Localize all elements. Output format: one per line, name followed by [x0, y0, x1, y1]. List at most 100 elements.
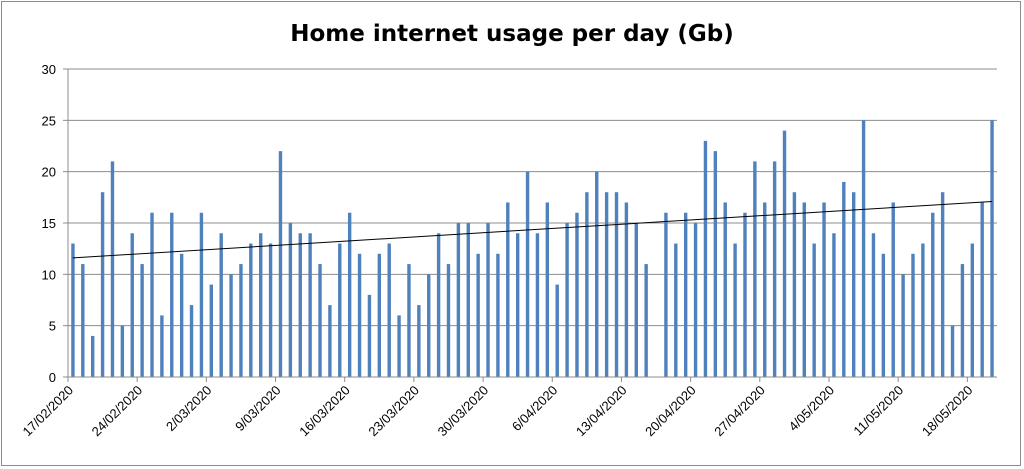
bar [110, 161, 115, 377]
bar [199, 212, 204, 377]
bar [150, 212, 154, 377]
y-tick-label: 30 [42, 62, 56, 77]
x-tick-label: 6/04/2020 [509, 383, 561, 435]
y-tick-label: 0 [49, 370, 56, 385]
bar [91, 335, 95, 377]
bar [585, 192, 589, 377]
x-tick-label: 23/03/2020 [365, 383, 422, 440]
bar [743, 212, 747, 377]
bar [832, 233, 836, 377]
bar [387, 243, 391, 377]
bar [772, 161, 777, 377]
bar [822, 202, 826, 377]
bar [308, 233, 312, 377]
bar [545, 202, 550, 377]
x-tick-label: 18/05/2020 [919, 383, 976, 440]
bar [486, 223, 490, 377]
bar [288, 223, 293, 377]
bar [456, 223, 461, 377]
x-tick-label: 2/03/2020 [163, 383, 215, 435]
y-tick-label: 25 [42, 113, 56, 128]
x-tick-label: 13/04/2020 [573, 383, 630, 440]
bar [170, 212, 174, 377]
bar [377, 253, 382, 377]
bar [911, 253, 915, 377]
x-tick-label: 4/05/2020 [786, 383, 838, 435]
bar [239, 264, 243, 377]
bar [436, 233, 441, 377]
bar [931, 212, 935, 377]
bar [407, 264, 411, 377]
bar [703, 140, 708, 377]
bar [120, 325, 125, 377]
bar [921, 243, 925, 377]
bar [249, 243, 253, 377]
bar [970, 243, 974, 377]
bar [812, 243, 816, 377]
bar [881, 253, 886, 377]
bar [189, 305, 194, 377]
x-axis: 17/02/2020 24/02/2020 2/03/2020 9/03/2020 16… [19, 376, 997, 440]
x-tick-label: 16/03/2020 [296, 383, 353, 440]
bar [595, 171, 599, 377]
bar [644, 264, 648, 377]
bar [160, 315, 164, 377]
bar [130, 233, 134, 377]
bar [100, 192, 105, 377]
bar [357, 253, 362, 377]
bar [179, 253, 184, 377]
bar [259, 233, 263, 377]
bar [367, 294, 372, 377]
bar [950, 325, 955, 377]
bar [733, 243, 737, 377]
bar [624, 202, 629, 377]
bar [427, 274, 431, 377]
x-tick-label: 11/05/2020 [850, 383, 906, 439]
gridlines [68, 68, 997, 327]
bar [980, 202, 984, 377]
bar [446, 264, 451, 377]
bar [575, 212, 579, 377]
bar [318, 264, 322, 377]
bar [723, 202, 727, 377]
x-tick-label: 20/04/2020 [642, 383, 699, 440]
bar [268, 243, 273, 377]
bar [802, 202, 806, 377]
bar [565, 223, 569, 377]
bar [417, 305, 421, 377]
chart-title: Home internet usage per day (Gb) [290, 21, 734, 47]
bar [792, 192, 797, 377]
y-tick-label: 15 [42, 216, 56, 231]
x-tick-label: 24/02/2020 [89, 383, 146, 440]
y-tick-label: 10 [42, 267, 56, 282]
bar [763, 202, 767, 377]
bar [753, 161, 757, 377]
bar [397, 315, 401, 377]
bar [347, 212, 352, 377]
bar [861, 120, 866, 377]
trendline-path [72, 200, 993, 259]
bar [614, 192, 619, 377]
bar [338, 243, 342, 377]
y-axis: 0 5 10 15 20 25 30 [42, 62, 69, 385]
bar [219, 233, 223, 377]
bar [901, 274, 905, 377]
bar [328, 305, 332, 377]
bar [940, 192, 945, 377]
y-tick-label: 5 [49, 319, 56, 334]
bar [604, 192, 609, 377]
bar [278, 151, 283, 377]
bar [555, 284, 559, 377]
bar [515, 233, 520, 377]
x-tick-label: 30/03/2020 [435, 383, 492, 440]
bar [140, 264, 144, 377]
y-tick-label: 20 [42, 165, 56, 180]
bar [713, 151, 718, 377]
bar [535, 233, 540, 377]
x-tick-label: 17/02/2020 [19, 383, 76, 440]
bar [852, 192, 856, 377]
trendline [72, 200, 993, 259]
bar [782, 130, 787, 377]
bar [693, 223, 698, 377]
